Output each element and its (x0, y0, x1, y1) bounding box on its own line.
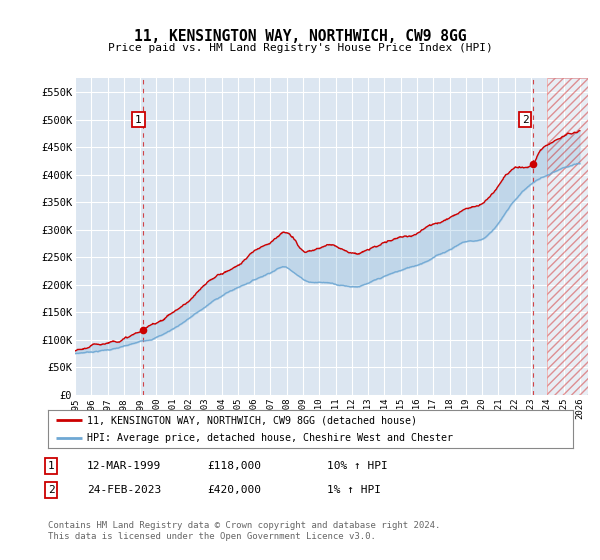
Text: 10% ↑ HPI: 10% ↑ HPI (327, 461, 388, 471)
Bar (547, 78, 588, 395)
Bar (547, 78, 588, 395)
Text: 11, KENSINGTON WAY, NORTHWICH, CW9 8GG: 11, KENSINGTON WAY, NORTHWICH, CW9 8GG (134, 29, 466, 44)
Text: £420,000: £420,000 (207, 485, 261, 495)
Text: 11, KENSINGTON WAY, NORTHWICH, CW9 8GG (detached house): 11, KENSINGTON WAY, NORTHWICH, CW9 8GG (… (88, 415, 418, 425)
Text: HPI: Average price, detached house, Cheshire West and Chester: HPI: Average price, detached house, Ches… (88, 433, 454, 443)
Text: Contains HM Land Registry data © Crown copyright and database right 2024.
This d: Contains HM Land Registry data © Crown c… (48, 521, 440, 540)
Text: 1% ↑ HPI: 1% ↑ HPI (327, 485, 381, 495)
Text: 2: 2 (522, 115, 529, 125)
Text: Price paid vs. HM Land Registry's House Price Index (HPI): Price paid vs. HM Land Registry's House … (107, 43, 493, 53)
Text: £118,000: £118,000 (207, 461, 261, 471)
Text: 1: 1 (47, 461, 55, 471)
Text: 2: 2 (47, 485, 55, 495)
Text: 12-MAR-1999: 12-MAR-1999 (87, 461, 161, 471)
Text: 24-FEB-2023: 24-FEB-2023 (87, 485, 161, 495)
Text: 1: 1 (135, 115, 142, 125)
